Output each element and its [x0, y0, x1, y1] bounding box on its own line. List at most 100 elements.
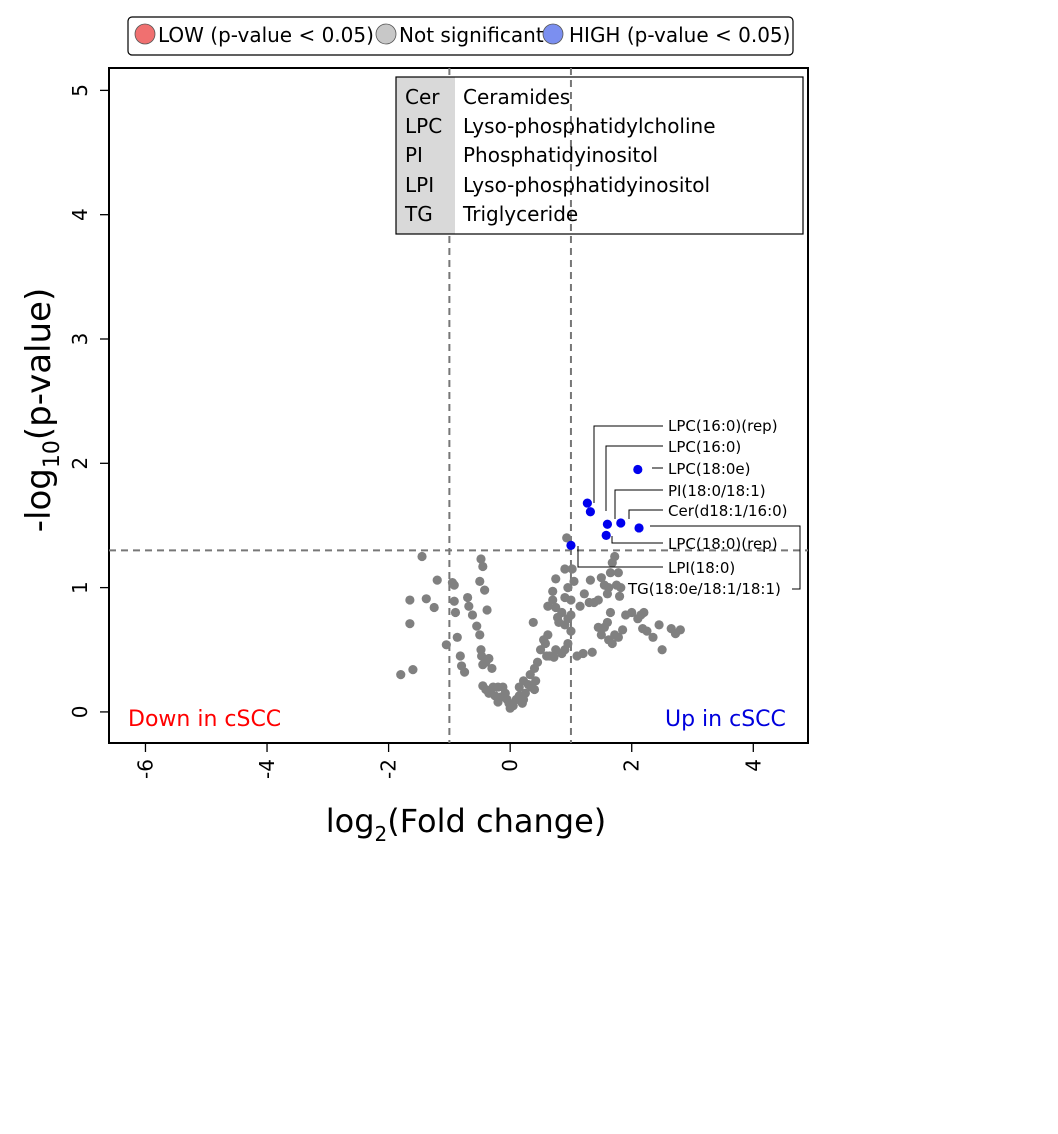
abbr-4: TG: [404, 202, 433, 226]
nonsignificant-point: [657, 645, 667, 655]
nonsignificant-point: [518, 676, 529, 686]
nonsignificant-point: [593, 595, 603, 605]
callout-label: PI(18:0/18:1): [668, 482, 766, 500]
abbr-2: PI: [405, 143, 423, 167]
nonsignificant-point: [618, 625, 628, 635]
abbreviation-table-shade: [396, 77, 455, 234]
significant-point: [633, 464, 643, 475]
nonsignificant-point: [528, 617, 538, 628]
nonsignificant-point: [535, 645, 546, 655]
axis-ticks: -6 -4 -2 0 2 4 0 1 2 3 4 5: [68, 84, 765, 779]
nonsignificant-point: [567, 564, 577, 574]
y-tick-label: 0: [68, 706, 92, 719]
nonsignificant-point: [493, 697, 503, 707]
nonsignificant-point: [648, 632, 658, 642]
y-tick-label: 1: [68, 581, 92, 594]
nonsignificant-point: [552, 612, 563, 623]
nonsignificant-point: [455, 651, 465, 661]
nonsignificant-point: [605, 607, 616, 618]
plot-frame: [108, 67, 809, 744]
nonsignificant-point: [475, 630, 485, 640]
abbr-name-4: Triglyceride: [462, 202, 578, 226]
legend-high-label: HIGH (p-value < 0.05): [569, 23, 790, 47]
y-axis-title-main: -log: [19, 468, 59, 532]
nonsignificant-point: [563, 583, 573, 593]
y-axis-title-sub: 10: [40, 440, 65, 468]
nonsignificant-point: [642, 626, 652, 636]
nonsignificant-point: [613, 568, 623, 578]
nonsignificant-point: [596, 630, 606, 640]
significant-point: [634, 523, 644, 533]
nonsignificant-point: [450, 607, 461, 618]
nonsignificant-point: [421, 594, 431, 604]
up-annotation: Up in cSCC: [665, 707, 786, 732]
nonsignificant-point: [551, 602, 561, 613]
nonsignificant-point: [563, 638, 573, 649]
abbr-3: LPI: [405, 173, 434, 197]
callout-line-lpc-16-0: [605, 445, 663, 511]
nonsignificant-point: [548, 586, 558, 596]
abbr-name-2: Phosphatidyinositol: [463, 143, 658, 167]
nonsignificant-point: [543, 601, 553, 611]
nonsignificant-point: [566, 595, 576, 605]
y-tick-label: 3: [68, 333, 92, 346]
significant-point: [585, 507, 595, 517]
y-axis-title: -log10(p-value): [19, 288, 65, 532]
nonsignificant-point: [549, 652, 559, 662]
callout-line-pi: [614, 489, 663, 519]
significant-point: [602, 519, 613, 529]
nonsignificant-point: [602, 617, 613, 628]
nonsignificant-point: [627, 607, 637, 618]
y-tick-label: 2: [68, 457, 92, 470]
data-points: [396, 464, 685, 713]
nonsignificant-point: [452, 632, 462, 642]
nonsignificant-point: [480, 585, 490, 595]
callout-label: LPI(18:0): [668, 559, 735, 577]
x-axis-title-sub: 2: [375, 822, 388, 846]
legend-box: [127, 16, 794, 56]
nonsignificant-point: [540, 638, 551, 649]
nonsignificant-point: [467, 610, 478, 620]
callout-labels: LPC(16:0)(rep) LPC(16:0) LPC(18:0e) PI(1…: [627, 417, 788, 598]
nonsignificant-point: [605, 568, 616, 578]
nonsignificant-point: [607, 638, 617, 649]
callout-label: Cer(d18:1/16:0): [668, 502, 788, 520]
callout-label: LPC(18:0)(rep): [668, 535, 778, 553]
nonsignificant-point: [639, 607, 649, 618]
nonsignificant-point: [408, 665, 418, 675]
x-axis-title-main: log: [326, 802, 375, 840]
y-axis-title-rest: (p-value): [19, 288, 59, 440]
callout-line-lpc-18-0-rep: [611, 536, 663, 544]
nonsignificant-point: [610, 551, 620, 562]
x-tick-label: -2: [377, 759, 401, 779]
nonsignificant-point: [551, 574, 561, 584]
nonsignificant-point: [405, 619, 415, 629]
svg-text:-log10(p-value): -log10(p-value): [19, 288, 65, 532]
nonsignificant-point: [587, 647, 597, 657]
legend-ns-label: Not significant: [399, 23, 544, 47]
nonsignificant-point: [531, 676, 541, 686]
abbr-name-0: Ceramides: [463, 85, 570, 109]
callout-label: TG(18:0e/18:1/18:1): [627, 580, 781, 598]
nonsignificant-point: [518, 694, 529, 705]
nonsignificant-point: [482, 605, 492, 615]
nonsignificant-point: [543, 630, 553, 640]
legend-low-marker: [134, 23, 156, 45]
callout-label: LPC(16:0): [668, 438, 741, 456]
x-tick-label: 2: [620, 759, 644, 772]
nonsignificant-point: [476, 554, 486, 564]
nonsignificant-point: [484, 653, 494, 664]
nonsignificant-point: [529, 684, 540, 695]
nonsignificant-point: [575, 601, 585, 611]
callout-line-tg: [650, 525, 801, 590]
callout-line-lpc-16-0-rep: [593, 425, 663, 503]
legend-low-label: LOW (p-value < 0.05): [158, 23, 374, 47]
significant-point: [582, 498, 592, 508]
x-axis-title: log2(Fold change): [326, 802, 606, 846]
significant-point: [601, 530, 611, 541]
nonsignificant-point: [417, 551, 427, 562]
nonsignificant-point: [560, 564, 570, 574]
nonsignificant-point: [532, 657, 543, 667]
significant-point: [616, 518, 626, 528]
nonsignificant-point: [569, 576, 579, 586]
